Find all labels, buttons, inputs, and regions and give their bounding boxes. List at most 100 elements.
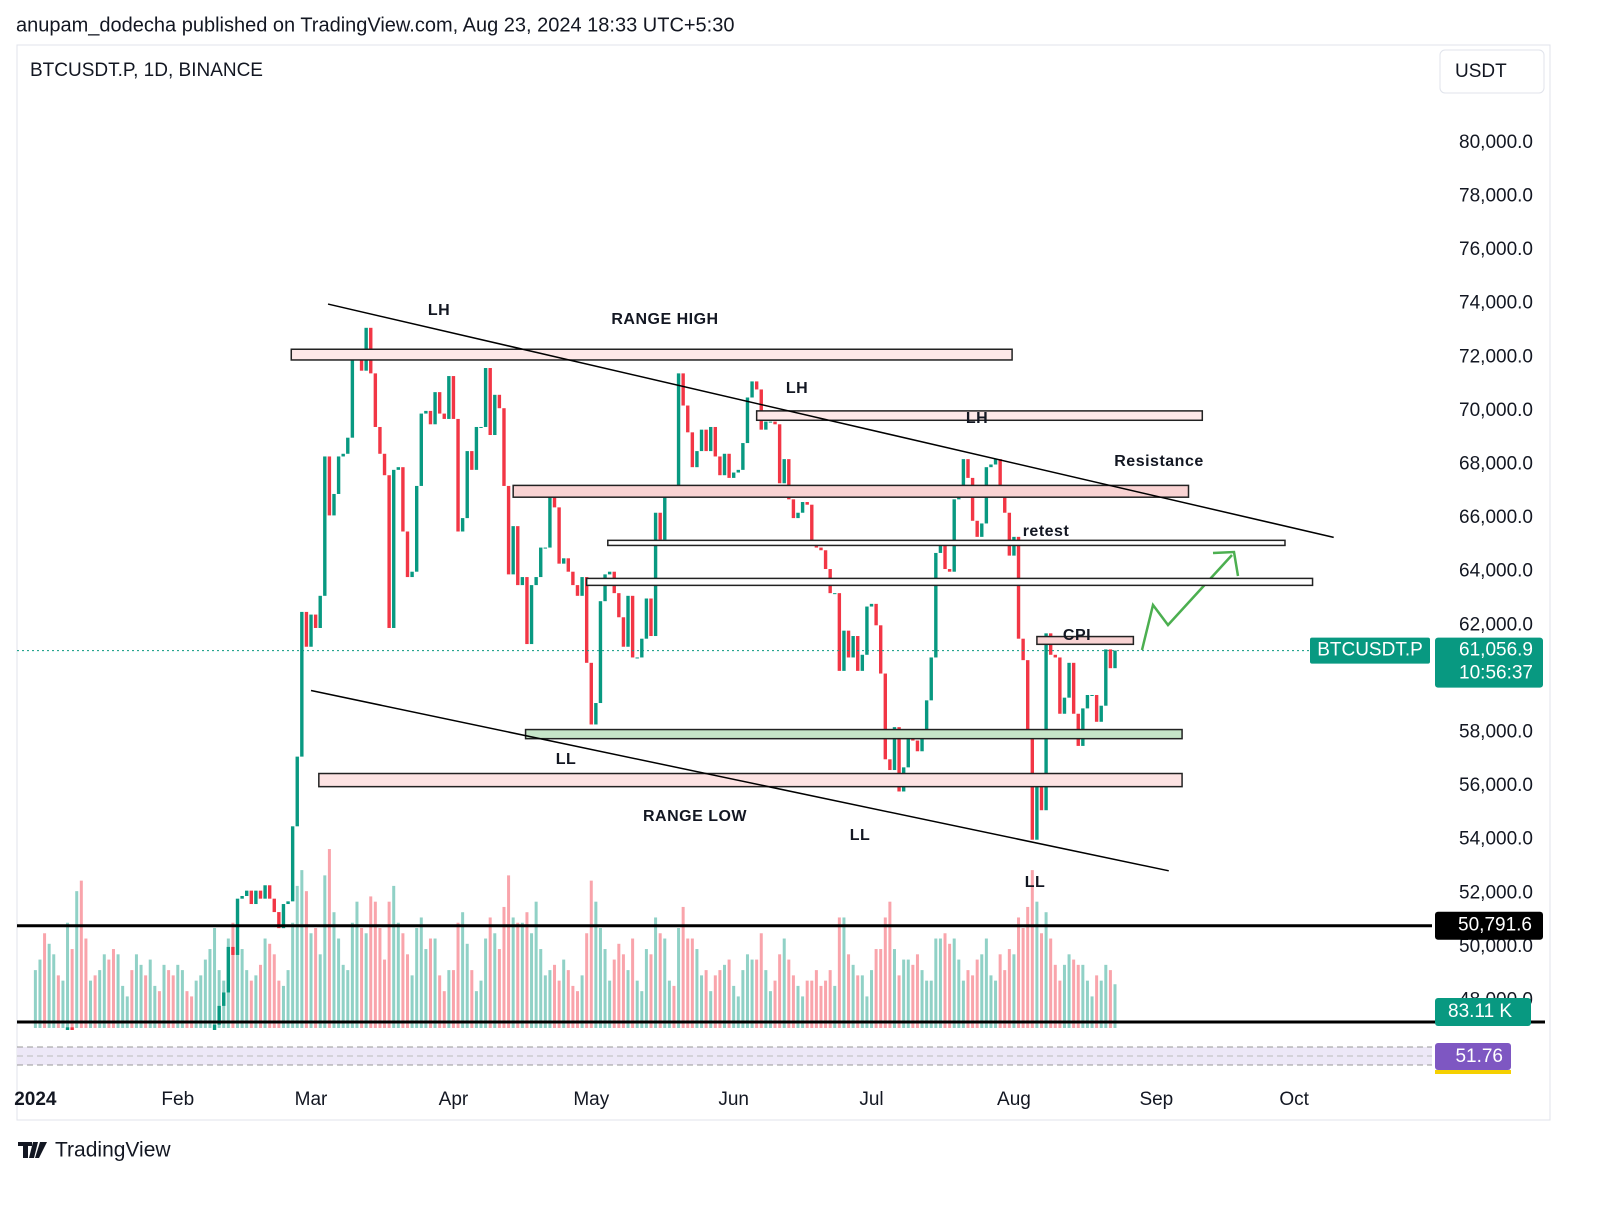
candle [947,569,952,572]
volume-bar [415,928,419,1028]
candle [204,1100,207,1132]
candle [869,603,874,607]
volume-bar [84,938,88,1028]
volume-bar [897,975,901,1028]
candle [888,759,892,771]
volume-bar [911,964,915,1028]
candle [327,456,332,516]
volume-bar [621,954,625,1028]
candle [525,577,529,645]
candle [924,700,929,736]
candle [304,611,309,647]
y-tick-label: 70,000.0 [1459,400,1533,421]
volume-bar [695,949,699,1028]
candle [548,496,552,548]
candle [1099,705,1103,722]
candle [934,552,938,658]
annotation: LL [556,751,577,768]
candle [589,662,593,725]
volume-bar [1044,912,1048,1028]
rsi-underline [1435,1070,1511,1074]
annotation: RANGE LOW [643,808,747,825]
candle [938,544,943,553]
candle [552,496,557,508]
volume-bar [428,938,432,1028]
candle [65,1027,70,1030]
volume-bar [1012,954,1016,1028]
volume-bar [603,949,607,1028]
candle [676,373,681,494]
candle [295,756,299,827]
volume-bar [254,975,258,1028]
y-tick-label: 72,000.0 [1459,346,1533,367]
volume-bar [1072,959,1076,1028]
candle [1094,694,1099,722]
candle [80,1038,83,1046]
last-price-tag [1435,637,1543,688]
candle [635,657,639,659]
candle [713,426,718,457]
volume-bar [277,980,281,1028]
volume-bar [768,991,772,1028]
zone [585,577,1314,587]
volume-bar [520,922,524,1028]
volume-bar [56,975,60,1028]
candle [1085,694,1090,709]
volume-bar [424,949,428,1028]
zone [318,772,1183,788]
candle [851,636,855,658]
candle [447,376,451,419]
candle [332,493,336,516]
volume-bar [369,896,373,1028]
volume-bar [272,954,276,1028]
candle [1081,708,1085,746]
candle [456,418,460,532]
candle [695,451,699,468]
volume-bar [782,938,786,1028]
volume-bar [1090,996,1094,1028]
volume-bar [980,954,984,1028]
volume-bar [350,922,354,1028]
volume-bar [1039,933,1043,1028]
candle [787,459,791,500]
y-tick-label: 76,000.0 [1459,239,1533,260]
volume-bar [1017,917,1021,1028]
volume-bar [213,928,217,1028]
volume-bar [38,959,42,1028]
volume-bar [975,959,979,1028]
volume-bar [608,980,612,1028]
currency-button[interactable] [1439,49,1545,94]
volume-bar [943,933,947,1028]
candle [405,531,410,578]
candle [199,1132,202,1143]
volume-bar [631,938,635,1028]
candle [906,732,910,768]
candle [70,1027,74,1030]
candle [626,595,630,647]
volume-bar [902,959,906,1028]
volume-bar [327,849,331,1028]
candle [249,890,254,905]
candle [658,512,662,540]
volume-bar [984,938,988,1028]
candle [410,571,414,578]
price-tag [1435,911,1543,940]
candle [952,499,956,572]
y-tick-label: 74,000.0 [1459,293,1533,314]
volume-bar [644,949,648,1028]
volume-bar [764,970,768,1028]
forecast-arrow [1140,554,1233,651]
volume-bar [484,938,488,1028]
candle [562,558,566,564]
x-tick-label: Jul [859,1089,883,1110]
rsi-tag [1435,1043,1511,1070]
candle [1012,536,1016,556]
candle [846,630,851,658]
candle [764,421,768,430]
volume-bar [102,954,106,1028]
volume-tag-label: 83.11 K [1448,1001,1512,1022]
volume-bar [819,985,823,1028]
candle [126,1172,129,1173]
volume-bar [626,970,630,1028]
candle [428,410,433,425]
